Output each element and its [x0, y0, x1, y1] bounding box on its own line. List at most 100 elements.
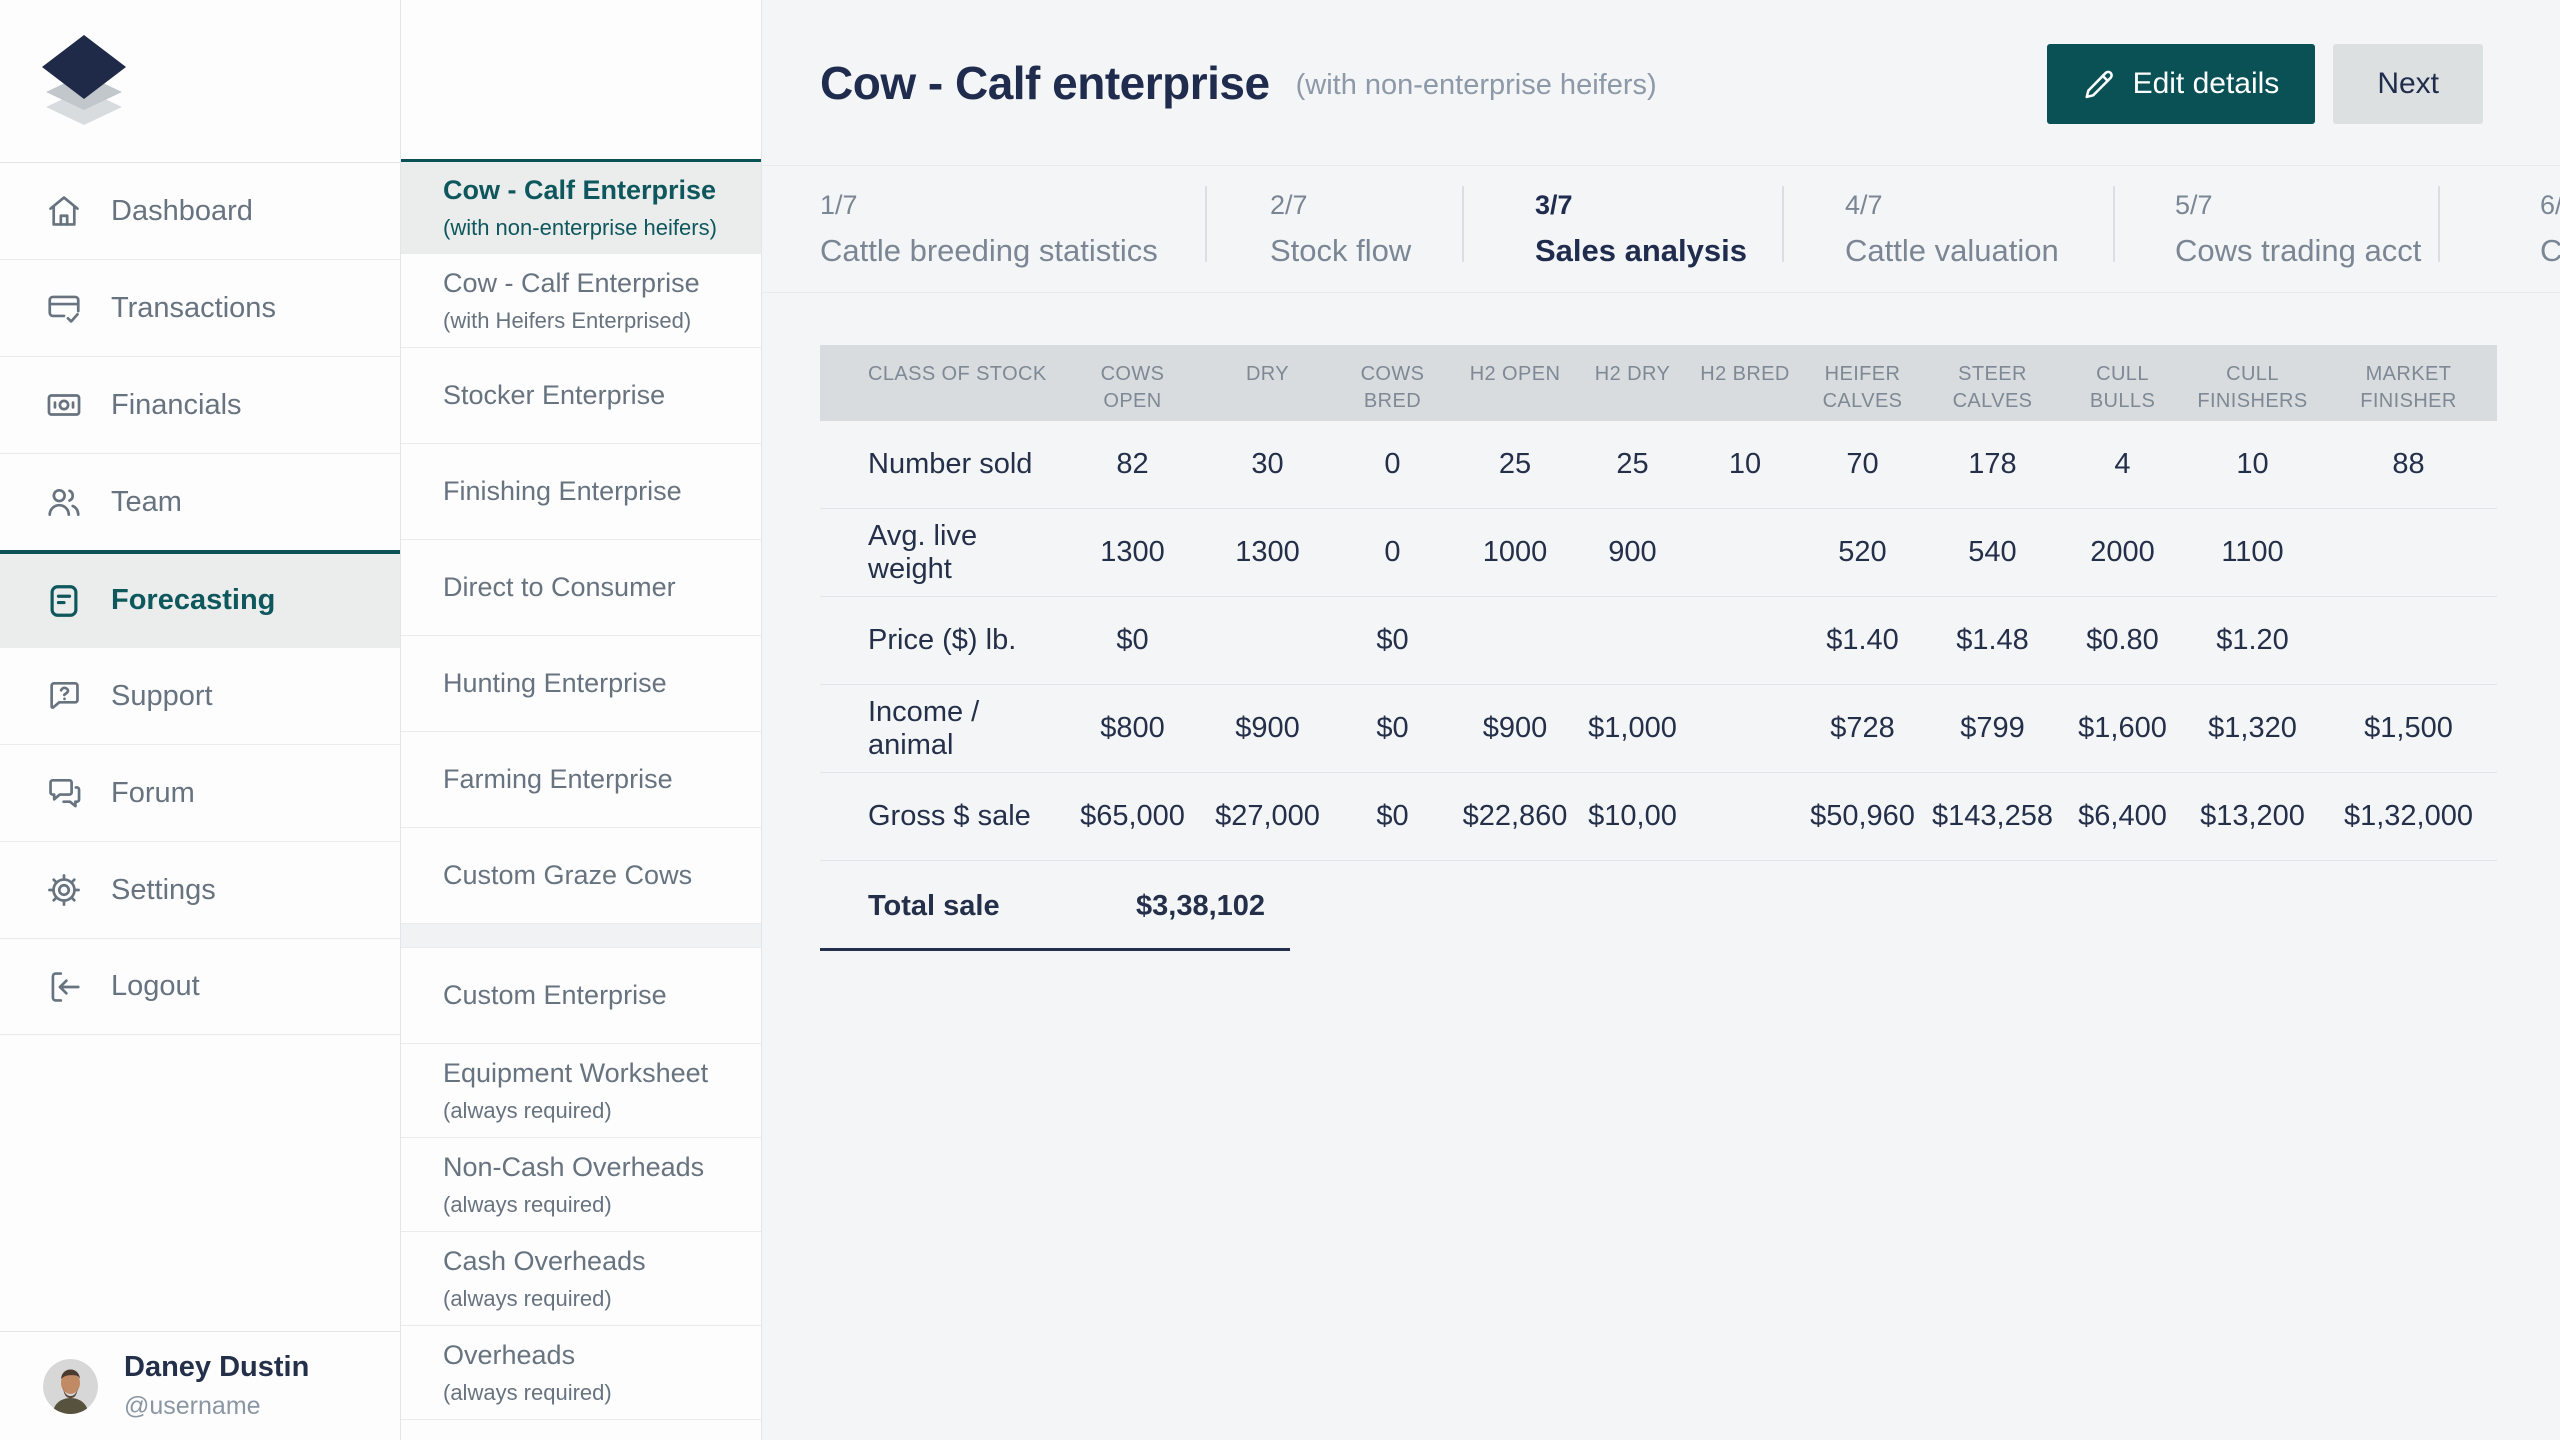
step-divider: [1205, 186, 1207, 262]
cell: $1.48: [1956, 624, 2029, 656]
enterprise-item-subtitle: (with non-enterprise heifers): [443, 214, 717, 240]
enterprise-item-title: Custom Graze Cows: [443, 859, 693, 890]
step-label: C: [2540, 233, 2560, 268]
enterprise-item-overheads[interactable]: Overheads (always required): [401, 1326, 761, 1421]
sidebar-item-label: Forecasting: [111, 584, 276, 616]
enterprise-item-title: Overheads: [443, 1340, 576, 1371]
chat-bubbles-icon: [45, 774, 83, 812]
user-profile[interactable]: Daney Dustin @username: [0, 1331, 400, 1440]
sales-analysis-table: CLASS OF STOCK COWS OPEN DRY COWS BRED H…: [820, 345, 2497, 951]
main-content: Cow - Calf enterprise (with non-enterpri…: [762, 0, 2560, 1440]
step-number: 4/7: [1845, 190, 1883, 220]
row-label: Avg. live weight: [868, 519, 978, 585]
sidebar-item-support[interactable]: Support: [0, 647, 400, 744]
page-header: Cow - Calf enterprise (with non-enterpri…: [762, 0, 2560, 166]
users-icon: [45, 483, 83, 521]
step-number: 6/7: [2540, 190, 2560, 220]
sidebar-item-dashboard[interactable]: Dashboard: [0, 162, 400, 259]
step-cattle-breeding-statistics[interactable]: 1/7 Cattle breeding statistics: [820, 190, 1158, 269]
next-button[interactable]: Next: [2333, 44, 2483, 124]
enterprise-item-direct-to-consumer[interactable]: Direct to Consumer: [401, 540, 761, 637]
step-label: Cattle valuation: [1845, 233, 2059, 268]
profile-name: Daney Dustin: [124, 1351, 310, 1383]
step-number: 3/7: [1535, 190, 1573, 220]
cell: 1000: [1482, 536, 1548, 568]
avatar: [43, 1358, 98, 1414]
sidebar-item-team[interactable]: Team: [0, 453, 400, 550]
cell: $1,500: [2364, 712, 2453, 744]
row-label: Gross $ sale: [868, 800, 1031, 832]
page-subtitle: (with non-enterprise heifers): [1295, 69, 1657, 101]
table-row-number-sold: Number sold 82 30 0 25 25 10 70 178 4 10…: [820, 421, 2497, 509]
cell: $900: [1235, 712, 1300, 744]
enterprise-item-hunting[interactable]: Hunting Enterprise: [401, 636, 761, 733]
enterprise-item-title: Non-Cash Overheads: [443, 1152, 705, 1183]
cell: 88: [2392, 448, 2425, 480]
total-value: $3,38,102: [1136, 889, 1266, 922]
cell: 520: [1838, 536, 1887, 568]
cell: $1,000: [1588, 712, 1677, 744]
edit-details-button[interactable]: Edit details: [2046, 44, 2316, 124]
enterprise-item-equipment-worksheet[interactable]: Equipment Worksheet (always required): [401, 1044, 761, 1139]
enterprise-item-title: Direct to Consumer: [443, 571, 676, 602]
sidebar-item-label: Dashboard: [111, 194, 253, 227]
step-divider: [1782, 186, 1784, 262]
row-label: Price ($) lb.: [868, 624, 1017, 656]
cell: $1.40: [1826, 624, 1899, 656]
enterprise-item-custom-enterprise[interactable]: Custom Enterprise: [401, 948, 761, 1045]
enterprise-item-farming[interactable]: Farming Enterprise: [401, 732, 761, 829]
step-cows-trading-acct[interactable]: 5/7 Cows trading acct: [2175, 190, 2421, 269]
cell: 1300: [1235, 536, 1300, 568]
primary-sidebar: Dashboard Transactions Financials: [0, 0, 401, 1440]
sidebar-item-transactions[interactable]: Transactions: [0, 259, 400, 356]
wizard-steps: 1/7 Cattle breeding statistics 2/7 Stock…: [762, 166, 2560, 293]
sidebar-item-label: Support: [111, 679, 213, 712]
enterprise-item-cow-calf-non-enterprise[interactable]: Cow - Calf Enterprise (with non-enterpri…: [401, 159, 761, 255]
enterprise-item-subtitle: (always required): [443, 1379, 612, 1405]
sidebar-item-logout[interactable]: Logout: [0, 938, 400, 1035]
cell: $0: [1376, 712, 1409, 744]
cell: 70: [1846, 448, 1879, 480]
enterprise-item-title: Farming Enterprise: [443, 763, 673, 794]
cell: $10,00: [1588, 800, 1677, 832]
enterprise-item-stocker[interactable]: Stocker Enterprise: [401, 348, 761, 445]
document-icon: [45, 582, 83, 620]
cell: 0: [1384, 536, 1401, 568]
cell: $27,000: [1215, 800, 1320, 832]
enterprise-item-title: Stocker Enterprise: [443, 379, 666, 410]
cell: 1100: [2221, 536, 2284, 568]
step-label: Stock flow: [1270, 233, 1412, 268]
enterprise-item-finishing[interactable]: Finishing Enterprise: [401, 444, 761, 541]
banknote-icon: [45, 386, 83, 424]
logout-icon: [45, 968, 83, 1006]
step-stock-flow[interactable]: 2/7 Stock flow: [1270, 190, 1411, 269]
sidebar-item-label: Transactions: [111, 291, 276, 324]
enterprise-item-custom-graze-cows[interactable]: Custom Graze Cows: [401, 828, 761, 925]
cell: $143,258: [1932, 800, 2053, 832]
cell: 4: [2114, 448, 2131, 480]
column-header: CLASS OF STOCK: [868, 363, 1047, 385]
sidebar-item-label: Team: [111, 485, 182, 518]
table-row-total-sale: Total sale $3,38,102: [820, 861, 2497, 951]
cell: $728: [1830, 712, 1895, 744]
enterprise-item-cow-calf-heifers-enterprised[interactable]: Cow - Calf Enterprise (with Heifers Ente…: [401, 254, 761, 349]
enterprise-item-cash-overheads[interactable]: Cash Overheads (always required): [401, 1232, 761, 1327]
enterprise-item-non-cash-overheads[interactable]: Non-Cash Overheads (always required): [401, 1138, 761, 1233]
step-number: 2/7: [1270, 190, 1308, 220]
step-cattle-valuation[interactable]: 4/7 Cattle valuation: [1845, 190, 2059, 269]
sidebar-item-forecasting[interactable]: Forecasting: [0, 550, 400, 647]
row-label: Number sold: [868, 448, 1033, 480]
column-header: MARKET FINISHER: [2360, 363, 2457, 412]
cell: 25: [1616, 448, 1649, 480]
step-sales-analysis[interactable]: 3/7 Sales analysis: [1535, 190, 1747, 269]
cell: $0: [1376, 624, 1409, 656]
step-divider: [1462, 186, 1464, 262]
column-header: STEER CALVES: [1952, 363, 2033, 412]
sidebar-item-financials[interactable]: Financials: [0, 356, 400, 453]
step-six[interactable]: 6/7 C: [2540, 190, 2560, 269]
step-number: 5/7: [2175, 190, 2213, 220]
sidebar-item-forum[interactable]: Forum: [0, 744, 400, 841]
cell: $65,000: [1080, 800, 1185, 832]
sidebar-item-settings[interactable]: Settings: [0, 841, 400, 938]
column-header: CULL BULLS: [2089, 363, 2156, 412]
